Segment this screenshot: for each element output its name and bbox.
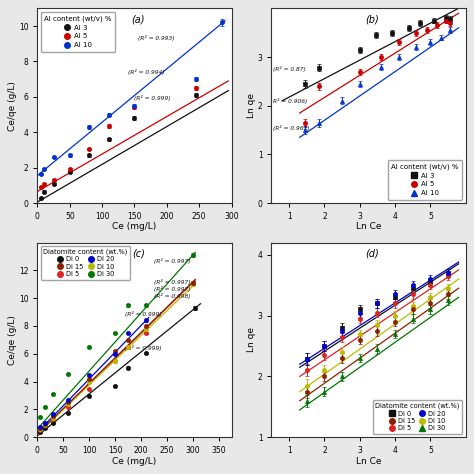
Text: (R² = 0.87): (R² = 0.87) [273,65,306,72]
Text: (R² = 0.994): (R² = 0.994) [128,69,164,75]
Text: (R² = 0.997): (R² = 0.997) [154,286,191,292]
Legend: Di 0, Di 15, Di 5, Di 20, Di 10, Di 30: Di 0, Di 15, Di 5, Di 20, Di 10, Di 30 [41,246,130,280]
Text: (R² = 0.999): (R² = 0.999) [135,95,171,101]
X-axis label: Ln Ce: Ln Ce [356,456,381,465]
Text: (a): (a) [132,14,145,24]
Text: (R² = 0.999): (R² = 0.999) [126,310,162,317]
Text: R² = 0.906): R² = 0.906) [273,98,308,104]
Y-axis label: Ce/qe (g/L): Ce/qe (g/L) [9,81,18,131]
Text: (R² = 0.962): (R² = 0.962) [273,125,310,131]
Text: (d): (d) [365,248,379,258]
Text: (R² = 0.997): (R² = 0.997) [154,258,191,264]
Legend: Di 0, Di 15, Di 5, Di 20, Di 10, Di 30: Di 0, Di 15, Di 5, Di 20, Di 10, Di 30 [373,400,462,434]
Legend: Al 3, Al 5, Al 10: Al 3, Al 5, Al 10 [388,160,462,200]
Text: (R² = 0.999): (R² = 0.999) [126,345,162,351]
Y-axis label: Ce/qe (g/L): Ce/qe (g/L) [9,315,18,365]
Text: (R² = 0.998): (R² = 0.998) [154,293,191,299]
Text: (b): (b) [365,14,379,24]
X-axis label: Ce (mg/L): Ce (mg/L) [112,456,156,465]
Text: (R² = 0.997): (R² = 0.997) [154,279,191,285]
Text: (c): (c) [132,248,145,258]
Text: (R² = 0.993): (R² = 0.993) [138,35,174,41]
Y-axis label: Ln qe: Ln qe [247,328,256,352]
Y-axis label: Ln qe: Ln qe [247,93,256,118]
X-axis label: Ln Ce: Ln Ce [356,222,381,231]
X-axis label: Ce (mg/L): Ce (mg/L) [112,222,156,231]
Legend: Al 3, Al 5, Al 10: Al 3, Al 5, Al 10 [41,12,115,52]
